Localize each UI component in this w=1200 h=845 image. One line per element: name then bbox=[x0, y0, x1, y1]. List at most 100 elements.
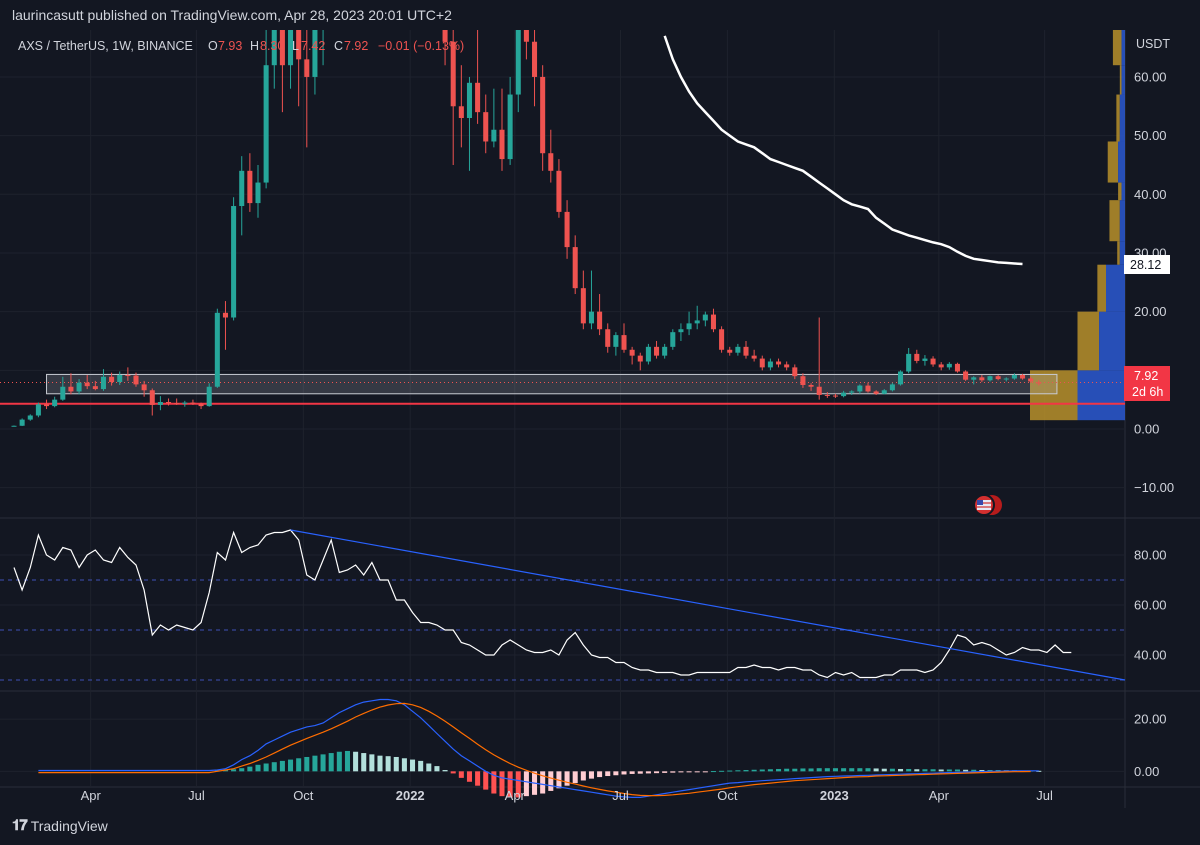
macd-histogram-bar bbox=[751, 769, 757, 772]
candle-body bbox=[182, 402, 188, 404]
macd-histogram-bar bbox=[320, 754, 326, 772]
candle-body bbox=[824, 394, 830, 396]
candle-body bbox=[263, 65, 269, 183]
volume-profile-down bbox=[1106, 264, 1125, 312]
candle-body bbox=[906, 353, 912, 372]
macd-histogram-bar bbox=[654, 771, 660, 774]
macd-histogram-bar bbox=[906, 768, 912, 772]
candle-body bbox=[963, 371, 969, 380]
macd-histogram-bar bbox=[572, 771, 578, 784]
candle-body bbox=[296, 30, 302, 60]
price-tick-label: −10.00 bbox=[1134, 480, 1174, 495]
candle-body bbox=[491, 129, 497, 142]
candle-body bbox=[141, 384, 147, 391]
candle-body bbox=[271, 30, 277, 66]
macd-histogram-bar bbox=[491, 771, 497, 794]
macd-histogram-bar bbox=[898, 768, 904, 772]
candle-body bbox=[857, 385, 863, 392]
candle-body bbox=[865, 385, 871, 392]
time-tick-label: 2023 bbox=[820, 788, 849, 803]
macd-histogram-bar bbox=[605, 771, 611, 777]
moving-average-line bbox=[663, 35, 1023, 266]
macd-histogram-bar bbox=[361, 753, 367, 772]
rsi-pane bbox=[0, 529, 1126, 681]
candle-body bbox=[686, 323, 692, 330]
macd-histogram-bar bbox=[580, 771, 586, 781]
macd-histogram-bar bbox=[873, 768, 879, 772]
candle-body bbox=[507, 94, 513, 160]
macd-histogram-bar bbox=[792, 768, 798, 772]
macd-histogram-bar bbox=[515, 771, 521, 798]
volume-profile-down bbox=[1118, 141, 1125, 183]
volume-profile-down bbox=[1119, 241, 1125, 265]
time-tick-label: Apr bbox=[929, 788, 950, 803]
candle-body bbox=[995, 376, 1001, 380]
candle-body bbox=[873, 391, 879, 394]
us-flag-icon[interactable] bbox=[973, 494, 1002, 516]
rsi-tick-label: 40.00 bbox=[1134, 648, 1167, 663]
time-axis: Apr Jul Oct 2022 Apr Jul Oct 2023 Apr Jul bbox=[81, 788, 1053, 803]
candle-body bbox=[605, 329, 611, 347]
candle-body bbox=[654, 346, 660, 356]
candle-body bbox=[889, 384, 895, 391]
volume-profile-up bbox=[1077, 311, 1100, 371]
candle-body bbox=[613, 335, 619, 347]
candle-body bbox=[597, 311, 603, 330]
candle-body bbox=[466, 82, 472, 119]
macd-histogram-bar bbox=[979, 770, 985, 772]
candle-body bbox=[938, 364, 944, 368]
tradingview-logo[interactable]: 𝟏𝟕 TradingView bbox=[12, 817, 108, 834]
macd-histogram-bar bbox=[613, 771, 619, 776]
macd-histogram-bar bbox=[588, 771, 594, 779]
legend-l-label: L bbox=[292, 39, 299, 53]
candle-body bbox=[719, 329, 725, 350]
candle-body bbox=[1003, 378, 1009, 380]
candle-body bbox=[84, 382, 90, 387]
macd-histogram-bar bbox=[410, 759, 416, 772]
candle-body bbox=[288, 30, 294, 66]
macd-histogram-bar bbox=[450, 771, 456, 774]
legend-l-value: 7.42 bbox=[301, 39, 325, 53]
candle-body bbox=[1011, 375, 1017, 379]
rsi-line bbox=[13, 529, 1072, 679]
macd-histogram-bar bbox=[686, 771, 692, 773]
candle-body bbox=[767, 361, 773, 368]
macd-histogram-bar bbox=[597, 771, 603, 778]
candle-body bbox=[971, 377, 977, 380]
candle-body bbox=[540, 76, 546, 154]
time-tick-label: 2022 bbox=[396, 788, 425, 803]
candle-body bbox=[776, 361, 782, 365]
macd-histogram-bar bbox=[922, 769, 928, 772]
macd-histogram-bar bbox=[263, 763, 269, 772]
candle-body bbox=[166, 401, 172, 404]
macd-histogram-bar bbox=[963, 769, 969, 772]
macd-histogram-bar bbox=[288, 759, 294, 772]
macd-histogram-bar bbox=[564, 771, 570, 786]
candle-body bbox=[190, 402, 196, 404]
time-tick-label: Jul bbox=[188, 788, 205, 803]
candle-body bbox=[35, 404, 41, 416]
candle-body bbox=[312, 30, 318, 77]
macd-histogram-bar bbox=[881, 768, 887, 772]
macd-histogram-bar bbox=[621, 771, 627, 775]
candle-body bbox=[247, 170, 253, 204]
time-tick-label: Oct bbox=[293, 788, 314, 803]
candle-body bbox=[727, 349, 733, 353]
candle-body bbox=[588, 311, 594, 324]
candle-body bbox=[133, 375, 139, 385]
candle-body bbox=[100, 376, 106, 390]
candle-body bbox=[523, 30, 529, 42]
candle-body bbox=[304, 59, 310, 77]
macd-histogram-bar bbox=[954, 769, 960, 772]
rsi-tick-label: 80.00 bbox=[1134, 548, 1167, 563]
signal-line bbox=[38, 702, 1031, 797]
macd-histogram-bar bbox=[719, 770, 725, 772]
candle-body bbox=[580, 288, 586, 324]
candle-body bbox=[27, 415, 33, 420]
candle-body bbox=[832, 395, 838, 397]
macd-histogram-bar bbox=[426, 763, 432, 772]
chart-canvas[interactable]: −10.000.0010.0020.0030.0040.0050.0060.00… bbox=[0, 30, 1200, 808]
volume-profile-up bbox=[1030, 370, 1078, 421]
macd-histogram-bar bbox=[401, 758, 407, 772]
rsi-trendline bbox=[290, 529, 1126, 681]
